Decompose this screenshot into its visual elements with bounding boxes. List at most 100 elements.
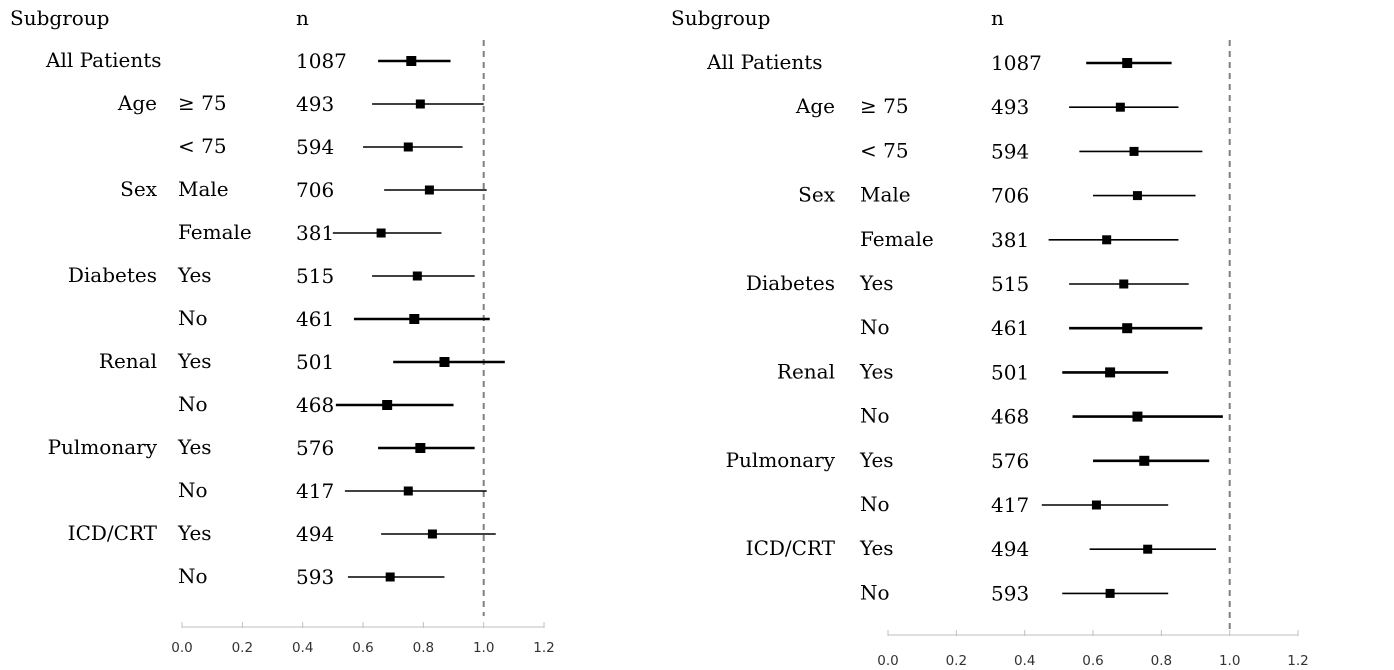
- x-tick-label: 1.2: [1287, 653, 1308, 669]
- row-level-label: No: [860, 492, 890, 516]
- row-level-label: No: [178, 564, 208, 588]
- row-n-value: 576: [296, 436, 334, 460]
- row-n-value: 417: [296, 479, 334, 503]
- row-group-label: Pulmonary: [48, 435, 158, 459]
- row-n-value: 381: [296, 221, 334, 245]
- row-n-value: 494: [296, 522, 334, 546]
- point-estimate: [376, 228, 386, 238]
- row-n-value: 706: [296, 178, 334, 202]
- point-estimate: [382, 400, 393, 410]
- row-level-label: No: [178, 478, 208, 502]
- x-tick-label: 1.0: [473, 640, 494, 656]
- row-n-value: 501: [296, 350, 334, 374]
- row-n-value: 593: [296, 565, 334, 589]
- row-level-label: Yes: [177, 349, 212, 373]
- forest-row: No 417: [178, 478, 487, 503]
- forest-row: Pulmonary Yes 576: [726, 448, 1210, 473]
- row-group-label: Sex: [120, 177, 158, 201]
- row-level-label: Yes: [859, 359, 894, 383]
- forest-row: All Patients 1087: [45, 48, 451, 73]
- row-level-label: Yes: [859, 448, 894, 472]
- point-estimate: [1102, 235, 1112, 245]
- row-level-label: Female: [178, 220, 252, 244]
- forest-row: Renal Yes 501: [777, 359, 1169, 384]
- row-n-value: 594: [296, 135, 334, 159]
- row-level-label: No: [178, 392, 208, 416]
- forest-row: ICD/CRT Yes 494: [68, 521, 496, 546]
- forest-panel-1: Subgroup n 0.0 0.2 0.4 0.6 0.8 1.0 1.2 All Patien…: [10, 6, 555, 656]
- forest-row: < 75 594: [178, 134, 463, 159]
- row-level-label: No: [178, 306, 208, 330]
- row-group-label: ICD/CRT: [746, 536, 836, 560]
- row-level-label: Yes: [177, 263, 212, 287]
- row-n-value: 515: [991, 272, 1029, 296]
- forest-row: Renal Yes 501: [99, 349, 505, 374]
- row-n-value: 461: [296, 307, 334, 331]
- row-n-value: 461: [991, 316, 1029, 340]
- row-group-label: Pulmonary: [726, 448, 836, 472]
- point-estimate: [427, 529, 437, 539]
- x-tick-label: 0.8: [1151, 653, 1172, 669]
- row-level-label: No: [860, 580, 890, 604]
- row-group-label: Renal: [99, 349, 157, 373]
- point-estimate: [1139, 455, 1150, 466]
- row-level-label: Yes: [859, 271, 894, 295]
- point-estimate: [415, 443, 426, 453]
- row-level-label: No: [860, 315, 890, 339]
- header-n: n: [991, 6, 1004, 30]
- forest-row: No 468: [178, 392, 454, 417]
- forest-row: Sex Male 706: [798, 183, 1196, 208]
- row-n-value: 593: [991, 581, 1029, 605]
- point-estimate: [1115, 102, 1125, 112]
- row-n-value: 468: [296, 393, 334, 417]
- row-level-label: Yes: [177, 521, 212, 545]
- forest-row: Female 381: [178, 220, 442, 245]
- forest-row: No 468: [860, 404, 1223, 429]
- forest-row: ICD/CRT Yes 494: [746, 536, 1217, 561]
- row-level-label: Female: [860, 227, 934, 251]
- point-estimate: [406, 56, 417, 66]
- row-group-label: ICD/CRT: [68, 521, 158, 545]
- point-estimate: [385, 572, 395, 582]
- point-estimate: [1122, 58, 1133, 68]
- row-n-value: 706: [991, 184, 1029, 208]
- forest-panel-2: Subgroup n 0.0 0.2 0.4 0.6 0.8 1.0 1.2 All Patien…: [671, 6, 1309, 669]
- point-estimate: [439, 357, 450, 367]
- header-subgroup: Subgroup: [10, 6, 109, 30]
- forest-row: < 75 594: [860, 138, 1203, 163]
- row-n-value: 494: [991, 537, 1029, 561]
- x-tick-label: 0.0: [171, 640, 192, 656]
- row-level-label: No: [860, 404, 890, 428]
- point-estimate: [1122, 323, 1133, 334]
- x-tick-label: 0.2: [232, 640, 253, 656]
- point-estimate: [403, 142, 413, 152]
- point-estimate: [409, 314, 420, 324]
- x-tick-label: 1.0: [1219, 653, 1240, 669]
- point-estimate: [1091, 500, 1101, 510]
- row-n-value: 381: [991, 228, 1029, 252]
- forest-row: No 461: [860, 315, 1203, 340]
- forest-row: Diabetes Yes 515: [746, 271, 1189, 296]
- point-estimate: [1129, 146, 1139, 156]
- forest-row: No 593: [178, 564, 445, 589]
- row-group-label: Diabetes: [746, 271, 835, 295]
- row-n-value: 594: [991, 139, 1029, 163]
- row-group-label: Age: [117, 91, 157, 115]
- row-level-label: < 75: [860, 138, 909, 162]
- forest-row: Female 381: [860, 227, 1179, 252]
- x-tick-label: 1.2: [533, 640, 554, 656]
- row-group-label: All Patients: [706, 50, 823, 74]
- row-level-label: Male: [860, 183, 911, 207]
- row-group-label: Renal: [777, 359, 835, 383]
- point-estimate: [415, 99, 425, 109]
- forest-row: Pulmonary Yes 576: [48, 435, 475, 460]
- row-n-value: 493: [296, 92, 334, 116]
- x-tick-label: 0.6: [352, 640, 373, 656]
- row-level-label: Yes: [177, 435, 212, 459]
- header-n: n: [296, 6, 309, 30]
- forest-row: Sex Male 706: [120, 177, 487, 202]
- row-n-value: 1087: [296, 49, 347, 73]
- forest-row: Age ≥ 75 493: [795, 94, 1179, 119]
- row-n-value: 1087: [991, 51, 1042, 75]
